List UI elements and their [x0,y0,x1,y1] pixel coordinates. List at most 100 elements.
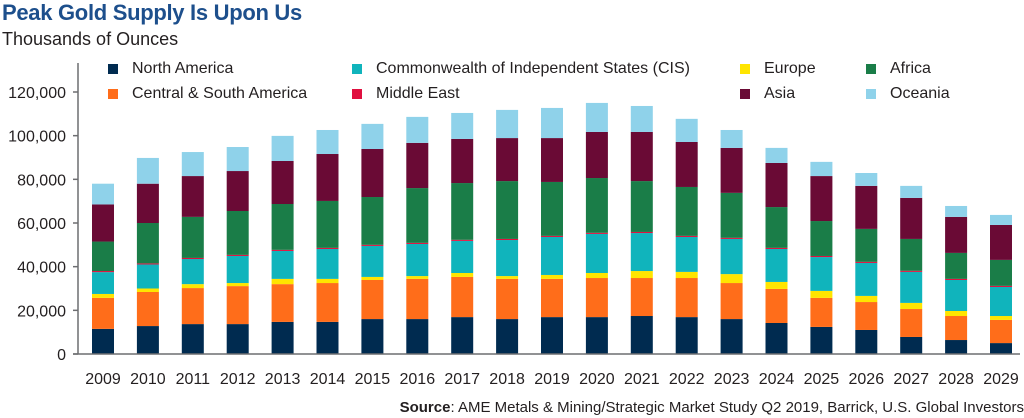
legend-item-central-south-america: Central & South America [108,85,307,103]
bar-segment-central-south-america [181,288,204,325]
bar-segment-asia [451,138,474,184]
bar-stack-2020 [585,102,608,354]
bar-segment-oceania [900,185,923,198]
bar-segment-oceania [92,183,114,205]
bar-segment-africa [810,221,833,256]
bar-segment-central-south-america [316,283,339,322]
bar-segment-middle-east [990,285,1012,287]
bar-stack-2009 [92,183,114,354]
bar-segment-africa [765,207,788,248]
bar-stack-2028 [945,205,968,354]
bar-segment-north-america [855,329,878,354]
bar-segment-africa [496,181,519,239]
bar-segment-asia [675,141,698,187]
bar-segment-north-america [765,322,788,354]
legend-label: North America [132,60,234,77]
x-tick-label: 2018 [489,371,525,388]
legend-swatch [866,64,876,74]
bar-segment-commonwealth-of-independent-states-cis [136,264,159,289]
bar-segment-asia [720,147,743,193]
bar-segment-central-south-america [810,297,833,327]
bar-segment-africa [226,210,249,255]
y-axis: 0 20,000 40,000 60,000 80,000 100,000 120,000 [8,63,79,364]
x-tick-label: 2029 [983,371,1019,388]
bar-segment-oceania [720,129,743,148]
bar-segment-oceania [945,205,968,217]
bar-segment-africa [630,181,653,232]
legend-item-commonwealth-of-independent-states-cis: Commonwealth of Independent States (CIS) [352,60,690,78]
y-tick-label: 0 [57,347,66,364]
bar-segment-europe [136,288,159,292]
bar-segment-commonwealth-of-independent-states-cis [226,255,249,284]
bar-stack-2021 [630,105,653,354]
x-tick-label: 2025 [804,371,840,388]
bar-segment-central-south-america [855,302,878,330]
bar-segment-europe [900,302,923,310]
bar-segment-commonwealth-of-independent-states-cis [496,240,519,277]
bar-segment-oceania [630,105,653,132]
bar-segment-middle-east [630,231,653,234]
bar-segment-central-south-america [675,278,698,318]
bar-segment-asia [92,204,114,242]
bar-segment-europe [541,274,563,279]
bar-segment-commonwealth-of-independent-states-cis [92,272,114,294]
bar-segment-commonwealth-of-independent-states-cis [855,262,878,296]
x-tick-label: 2023 [714,371,750,388]
bar-segment-central-south-america [226,286,249,325]
bar-segment-north-america [810,326,833,354]
bar-segment-commonwealth-of-independent-states-cis [720,238,743,275]
bar-segment-north-america [271,321,294,354]
bar-stack-2027 [900,185,923,354]
bar-segment-europe [406,276,429,279]
source-text: : AME Metals & Mining/Strategic Market S… [450,399,1024,416]
bar-segment-africa [900,238,923,271]
bar-stack-2012 [226,147,249,354]
bar-segment-commonwealth-of-independent-states-cis [765,248,788,282]
bar-stack-2029 [990,214,1012,354]
x-tick-label: 2016 [400,371,436,388]
bar-segment-oceania [226,147,249,172]
x-tick-label: 2024 [759,371,795,388]
bar-segment-middle-east [900,270,923,272]
bar-segment-asia [810,176,833,222]
bar-segment-oceania [585,102,608,132]
bar-segment-europe [630,271,653,279]
source-label: Source [399,399,451,416]
bar-segment-africa [451,183,474,240]
x-tick-label: 2012 [220,371,256,388]
bar-segment-oceania [810,161,833,177]
bar-stack-2011 [181,152,204,354]
legend-swatch [108,64,118,74]
bar-segment-central-south-america [945,316,968,341]
bar-segment-asia [181,176,204,217]
bar-segment-africa [406,188,429,243]
bar-segment-central-south-america [585,278,608,318]
bar-segment-north-america [316,321,339,354]
bar-segment-asia [630,131,653,182]
bar-segment-asia [945,216,968,253]
bar-segment-commonwealth-of-independent-states-cis [406,243,429,277]
x-tick-label: 2020 [579,371,615,388]
x-axis: 2009 2010 2011 2012 2013 2014 2015 2016 2017 2018… [73,353,1020,388]
x-tick-label: 2017 [444,371,480,388]
bar-segment-europe [585,272,608,279]
bar-segment-commonwealth-of-independent-states-cis [585,233,608,273]
bar-stack-2013 [271,135,294,354]
bar-segment-central-south-america [92,297,114,329]
bar-segment-asia [496,138,519,182]
bar-segment-asia [361,148,384,198]
legend-label: Commonwealth of Independent States (CIS) [376,60,690,77]
bar-segment-north-america [451,317,474,354]
bar-segment-oceania [990,214,1012,225]
bar-segment-central-south-america [765,288,788,323]
bar-segment-europe [990,316,1012,320]
bar-segment-commonwealth-of-independent-states-cis [810,257,833,291]
legend-item-europe: Europe [740,60,816,78]
bar-segment-commonwealth-of-independent-states-cis [900,271,923,303]
bar-segment-oceania [316,129,339,155]
bar-segment-europe [451,272,474,277]
bar-segment-europe [810,290,833,298]
bar-segment-central-south-america [271,284,294,322]
bar-segment-commonwealth-of-independent-states-cis [630,233,653,272]
bar-segment-commonwealth-of-independent-states-cis [271,250,294,279]
